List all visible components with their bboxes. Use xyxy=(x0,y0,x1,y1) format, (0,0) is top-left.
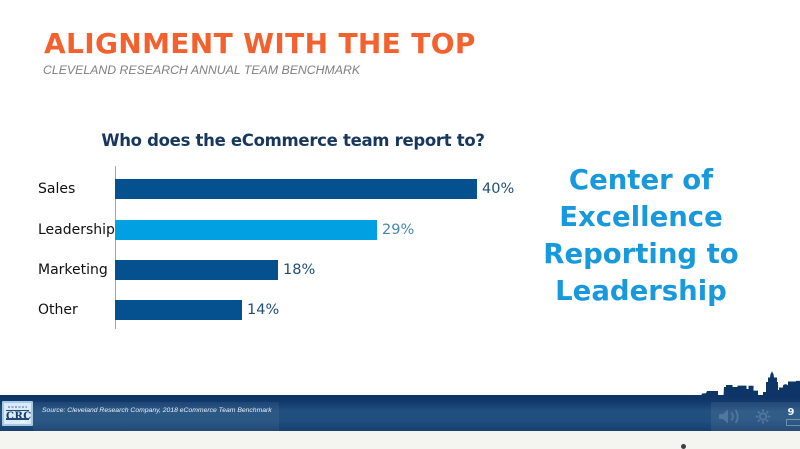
mouse-cursor-dot xyxy=(681,444,686,449)
chart-bar-leadership xyxy=(115,219,377,240)
fit-page-icon[interactable] xyxy=(786,419,800,426)
callout-text: Center of Excellence Reporting to Leadershi… xyxy=(511,162,771,310)
crc-logo-dashes xyxy=(8,406,27,408)
chart-value-label: 40% xyxy=(482,181,515,197)
slide-title: ALIGNMENT WITH THE TOP xyxy=(44,27,476,60)
page-number: 9 xyxy=(787,407,795,418)
app-background xyxy=(0,431,800,449)
footer-bar: CRC Source: Cleveland Research Company, … xyxy=(0,395,800,431)
chart-category-label: Leadership xyxy=(38,221,115,238)
crc-logo-rule-top xyxy=(6,409,29,412)
chart-bar-marketing xyxy=(115,260,278,280)
chart-value-label: 29% xyxy=(382,221,415,238)
crc-logo-rule-bottom xyxy=(6,417,29,420)
slide-subtitle: CLEVELAND RESEARCH ANNUAL TEAM BENCHMARK xyxy=(43,63,361,77)
chart-value-label: 18% xyxy=(283,262,316,278)
chart-category-label: Sales xyxy=(38,181,76,197)
footer-source-panel xyxy=(33,402,279,431)
callout-line: Leadership xyxy=(555,275,727,307)
chart-category-label: Marketing xyxy=(38,262,108,278)
city-skyline-silhouette xyxy=(701,371,800,396)
chart-value-label: 14% xyxy=(247,302,280,318)
chart-bar-other xyxy=(115,300,242,320)
chart-title: Who does the eCommerce team report to? xyxy=(101,131,485,150)
callout-line: Reporting to xyxy=(543,238,739,270)
callout-line: Excellence xyxy=(559,201,723,233)
crc-logo-wedge xyxy=(19,420,27,423)
crc-logo: CRC xyxy=(2,401,33,426)
crc-logo-text: CRC xyxy=(6,411,32,422)
chart-y-axis-line xyxy=(115,166,116,329)
settings-gear-icon[interactable] xyxy=(750,402,776,431)
footer-controls-panel xyxy=(711,402,800,431)
callout-line: Center of xyxy=(568,164,714,196)
crc-logo-card: CRC xyxy=(6,404,32,423)
source-attribution: Source: Cleveland Research Company, 2018… xyxy=(42,407,272,414)
volume-icon[interactable] xyxy=(716,402,742,431)
chart-category-label: Other xyxy=(38,302,78,318)
chart-bar-sales xyxy=(115,179,477,199)
